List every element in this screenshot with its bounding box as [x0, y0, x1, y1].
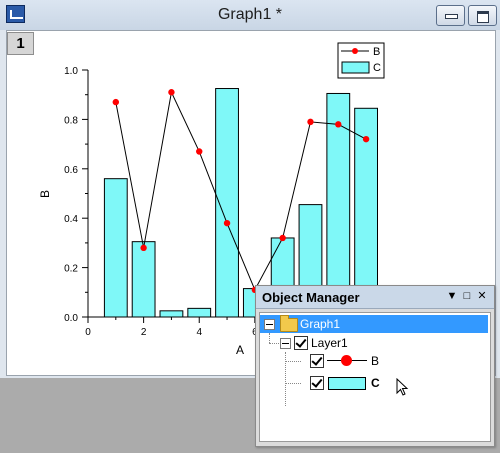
- series-b-point: [362, 135, 370, 143]
- restore-icon: [477, 11, 489, 23]
- bar-c: [159, 310, 184, 318]
- tree-item-layer1[interactable]: Layer1: [260, 334, 488, 352]
- y-tick-label: 0.2: [64, 264, 78, 275]
- y-tick-label: 0.6: [64, 165, 78, 176]
- collapse-icon[interactable]: [264, 319, 275, 330]
- collapse-icon[interactable]: [280, 338, 291, 349]
- mouse-cursor-icon: [396, 378, 409, 396]
- tree-connector: [285, 352, 286, 406]
- series-b-point: [112, 98, 120, 106]
- series-b-point: [307, 118, 314, 126]
- tree-item-graph1[interactable]: Graph1: [260, 315, 488, 333]
- series-b-point: [223, 219, 231, 227]
- tree-item-label: Graph1: [300, 317, 341, 331]
- x-tick-label: 4: [196, 327, 202, 338]
- series-b-line: [115, 90, 367, 291]
- tree-connector: [269, 343, 279, 344]
- legend-symbol-b: [352, 48, 358, 54]
- panel-float-icon[interactable]: □: [463, 290, 471, 302]
- object-manager-panel: Object Manager ▼ □ ✕ Graph1 Layer1 B: [255, 285, 495, 447]
- tree-item-plot-c[interactable]: C: [260, 374, 488, 392]
- series-b-point: [279, 234, 286, 242]
- restore-button[interactable]: [468, 5, 497, 26]
- y-tick-label: 0.8: [64, 115, 78, 126]
- minimize-icon: [445, 14, 458, 19]
- tree-connector: [269, 333, 270, 343]
- y-axis-label: B: [38, 190, 52, 198]
- y-tick-label: 0.4: [64, 214, 78, 225]
- object-manager-title: Object Manager: [262, 290, 360, 305]
- object-manager-header[interactable]: Object Manager ▼ □ ✕: [256, 286, 494, 309]
- panel-close-icon[interactable]: ✕: [477, 290, 487, 302]
- plot-visible-checkbox[interactable]: [310, 354, 324, 368]
- panel-menu-icon[interactable]: ▼: [446, 290, 458, 302]
- window-titlebar[interactable]: Graph1 *: [0, 0, 500, 30]
- x-tick-label: 0: [85, 327, 91, 338]
- x-axis-label: A: [236, 343, 244, 357]
- bar-fill-icon: [328, 377, 366, 390]
- bar-c: [131, 241, 156, 318]
- legend-label-b: B: [373, 46, 380, 58]
- folder-icon: [280, 315, 298, 332]
- tree-item-label: Layer1: [311, 336, 348, 350]
- series-b-point: [168, 89, 175, 96]
- legend-label-c: C: [373, 62, 381, 74]
- tree-connector: [285, 361, 301, 362]
- tree-item-label: C: [371, 376, 380, 390]
- plot-visible-checkbox[interactable]: [310, 376, 324, 390]
- minimize-button[interactable]: [436, 5, 465, 26]
- tree-connector: [285, 383, 301, 384]
- layer-visible-checkbox[interactable]: [294, 336, 308, 350]
- bar-c: [187, 307, 212, 318]
- y-tick-label: 0.0: [64, 313, 78, 324]
- tree-item-label: B: [371, 354, 380, 368]
- series-b-point: [196, 148, 203, 155]
- object-tree[interactable]: Graph1 Layer1 B C: [259, 312, 491, 442]
- line-symbol-icon: [327, 355, 367, 366]
- layer-badge[interactable]: 1: [7, 32, 34, 55]
- window-title: Graph1 *: [217, 6, 283, 23]
- graph-window-icon[interactable]: [6, 5, 25, 23]
- y-tick-label: 1.0: [64, 66, 78, 77]
- legend-swatch-c: [341, 61, 370, 74]
- series-b-point: [335, 121, 342, 128]
- x-tick-label: 2: [141, 327, 147, 338]
- bar-c: [103, 178, 128, 318]
- series-b-point: [140, 244, 147, 252]
- bar-c: [215, 88, 239, 318]
- tree-item-plot-b[interactable]: B: [260, 352, 488, 370]
